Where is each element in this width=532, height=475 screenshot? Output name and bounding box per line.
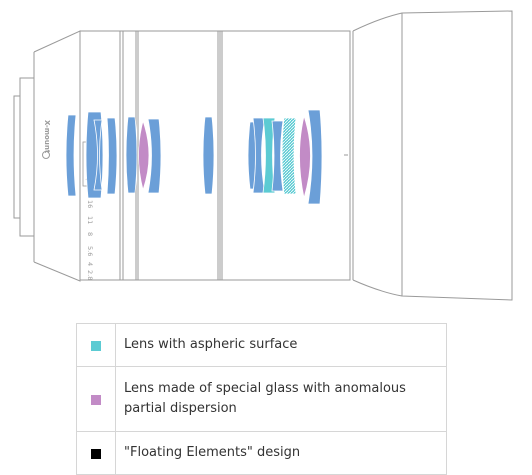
floating-elements-swatch bbox=[91, 449, 101, 459]
legend-row-special-glass: Lens made of special glass with anomalou… bbox=[76, 366, 447, 432]
lens-element-1 bbox=[65, 114, 77, 197]
aspheric-swatch bbox=[91, 341, 101, 351]
mount-label: X-mount bbox=[43, 120, 51, 154]
aperture-mark: 11 bbox=[86, 216, 94, 224]
lens-element-6-special-glass bbox=[138, 119, 150, 192]
lens-element-13-aspheric bbox=[281, 117, 297, 195]
mount-bayonet-inner bbox=[13, 95, 21, 219]
legend-table: Lens with aspheric surface Lens made of … bbox=[76, 323, 447, 475]
legend-label-aspheric: Lens with aspheric surface bbox=[115, 323, 447, 367]
lens-hood bbox=[352, 10, 513, 301]
legend-label-special-glass: Lens made of special glass with anomalou… bbox=[115, 366, 447, 432]
lens-element-7 bbox=[147, 118, 162, 194]
special-glass-swatch bbox=[91, 395, 101, 405]
lens-elements bbox=[65, 109, 323, 205]
lens-element-12 bbox=[271, 120, 284, 192]
lens-element-5 bbox=[125, 116, 138, 194]
aperture-mark: 2.8 bbox=[86, 270, 94, 280]
legend-row-aspheric: Lens with aspheric surface bbox=[76, 323, 447, 367]
lens-barrel-outline bbox=[13, 10, 513, 301]
mount-index-dot bbox=[42, 151, 50, 159]
aperture-scale: 16 11 8 5.6 4 2.8 bbox=[86, 200, 94, 280]
aperture-mark: 4 bbox=[86, 262, 94, 266]
lens-element-4 bbox=[106, 117, 118, 195]
mount-bayonet bbox=[19, 77, 35, 237]
legend-label-floating-elements: "Floating Elements" design bbox=[115, 431, 447, 475]
aperture-mark: 16 bbox=[86, 200, 94, 208]
lens-element-15 bbox=[307, 109, 323, 205]
lens-element-3 bbox=[93, 119, 103, 191]
lens-element-8 bbox=[202, 116, 215, 195]
lens-element-14-special-glass bbox=[299, 114, 311, 199]
aperture-mark: 5.6 bbox=[86, 246, 94, 256]
lens-construction-diagram: X-mount 16 11 8 5.6 4 2.8 bbox=[13, 10, 513, 301]
aperture-mark: 8 bbox=[86, 232, 94, 236]
legend-row-floating-elements: "Floating Elements" design bbox=[76, 431, 447, 475]
